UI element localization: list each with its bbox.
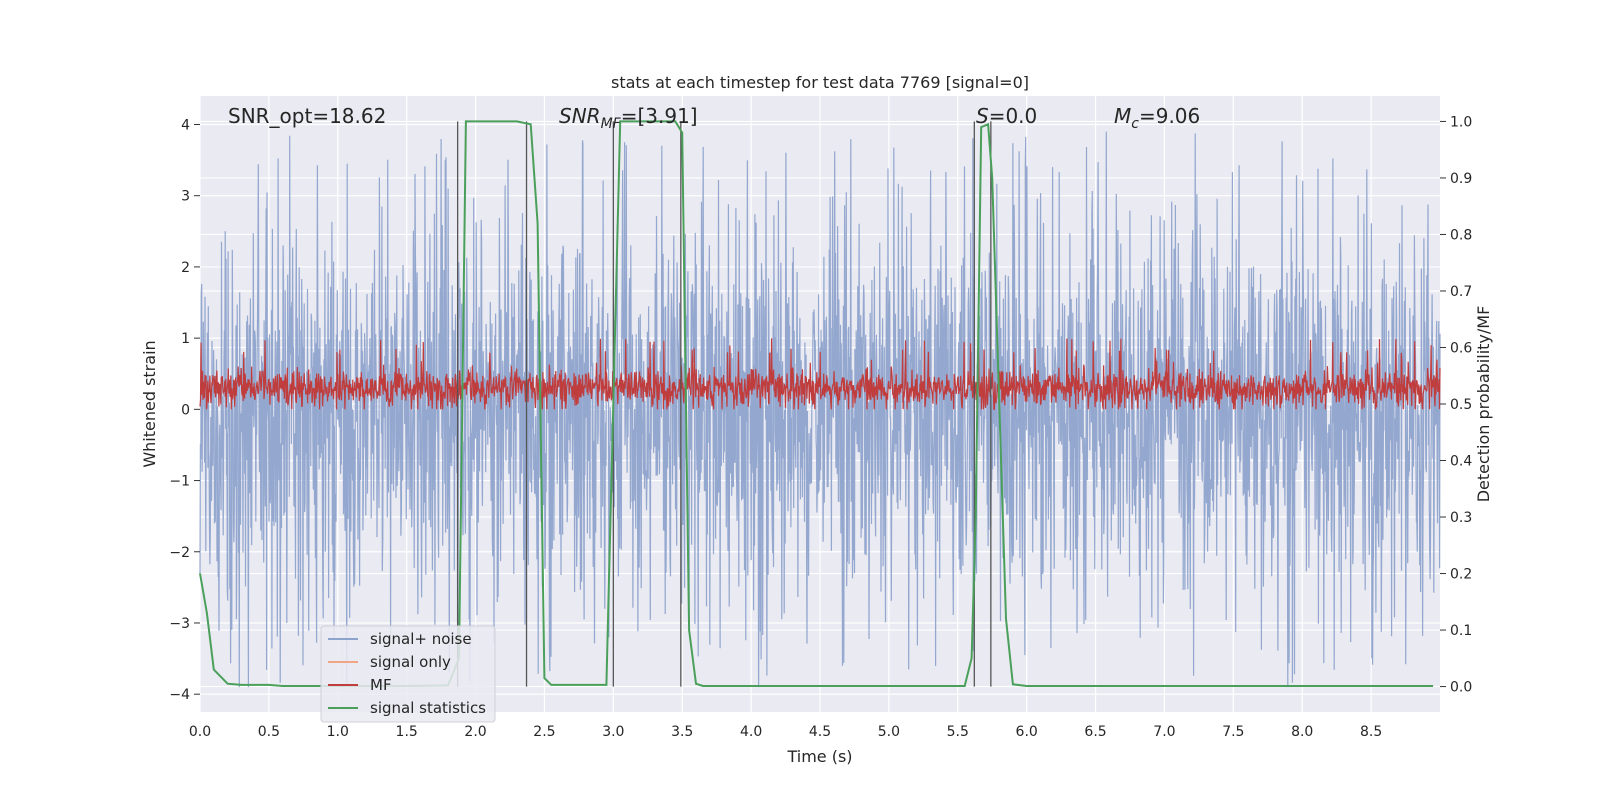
y2-tick-label: 0.8 — [1450, 227, 1472, 243]
y2-tick-label: 0.9 — [1450, 171, 1472, 187]
y-tick-label: 1 — [181, 331, 190, 347]
x-tick-label: 8.5 — [1360, 724, 1382, 740]
y-tick-label: −3 — [169, 616, 190, 632]
legend-label-mf: MF — [370, 676, 392, 694]
y-tick-label: −4 — [169, 687, 190, 703]
y2-tick-label: 0.5 — [1450, 397, 1472, 413]
annotation-s: S=0.0 — [976, 104, 1037, 128]
x-tick-label: 0.5 — [258, 724, 280, 740]
x-tick-label: 0.0 — [189, 724, 211, 740]
y2-tick-label: 0.0 — [1450, 680, 1472, 696]
signal-statistics-series — [199, 120, 1434, 687]
y-tick-label: 4 — [181, 117, 190, 133]
chart-title: stats at each timestep for test data 776… — [611, 73, 1029, 92]
y-tick-label: 2 — [181, 260, 190, 276]
x-tick-label: 6.0 — [1016, 724, 1038, 740]
legend-label-signal-only: signal only — [370, 653, 451, 671]
y-tick-label: 3 — [181, 189, 190, 205]
y-tick-label: −1 — [169, 474, 190, 490]
y2-tick-label: 0.4 — [1450, 454, 1472, 470]
snr-mf-symbol: SNR — [559, 104, 601, 128]
y2-tick-label: 0.3 — [1450, 510, 1472, 526]
signal-noise-series — [199, 131, 1441, 688]
s-value: =0.0 — [989, 104, 1038, 128]
y-ticks: 4 3 2 1 0 −1 −2 −3 −4 — [169, 117, 200, 703]
x-tick-label: 4.5 — [809, 724, 831, 740]
x-tick-label: 1.5 — [396, 724, 418, 740]
x-tick-label: 2.5 — [533, 724, 555, 740]
x-ticks: 0.0 0.5 1.0 1.5 2.0 2.5 3.0 3.5 4.0 4.5 5.0 5.5 6.0 6… — [189, 724, 1382, 740]
mc-symbol: M — [1114, 104, 1131, 128]
mc-subscript: c — [1131, 116, 1139, 132]
y-axis-label: Whitened strain — [140, 340, 159, 467]
y-tick-label: −2 — [169, 545, 190, 561]
x-tick-label: 8.0 — [1291, 724, 1313, 740]
mc-value: =9.06 — [1139, 104, 1200, 128]
x-tick-label: 7.0 — [1153, 724, 1175, 740]
x-tick-label: 2.0 — [464, 724, 486, 740]
y2-tick-label: 0.6 — [1450, 340, 1472, 356]
series-line — [199, 338, 1441, 410]
snr-mf-subscript: MF — [601, 116, 622, 132]
x-tick-label: 7.5 — [1222, 724, 1244, 740]
x-axis-label: Time (s) — [786, 747, 852, 766]
x-tick-label: 1.0 — [327, 724, 349, 740]
series-line — [199, 131, 1441, 688]
x-tick-label: 3.0 — [602, 724, 624, 740]
y2-tick-label: 0.2 — [1450, 567, 1472, 583]
legend-label-signal-statistics: signal statistics — [370, 699, 486, 717]
x-tick-label: 3.5 — [671, 724, 693, 740]
series-line — [199, 120, 1434, 687]
legend: signal+ noise signal only MF signal stat… — [320, 625, 496, 723]
y-tick-label: 0 — [181, 402, 190, 418]
y2-ticks: 1.0 0.9 0.8 0.7 0.6 0.5 0.4 0.3 0.2 0.1 0.0 — [1440, 114, 1472, 696]
y2-tick-label: 1.0 — [1450, 114, 1472, 130]
mf-series — [199, 338, 1441, 410]
x-tick-label: 5.0 — [878, 724, 900, 740]
y2-axis-label: Detection probability/MF — [1474, 306, 1493, 503]
y2-tick-label: 0.1 — [1450, 623, 1472, 639]
annotation-mc: Mc=9.06 — [1114, 104, 1200, 132]
legend-label-signal-noise: signal+ noise — [370, 630, 472, 648]
x-tick-label: 5.5 — [947, 724, 969, 740]
legend-box — [320, 625, 496, 723]
s-symbol: S — [976, 104, 989, 128]
snr-mf-value: =[3.91] — [621, 104, 698, 128]
annotation-snr-opt: SNR_opt=18.62 — [228, 104, 386, 128]
y2-tick-label: 0.7 — [1450, 284, 1472, 300]
annotation-snr-mf: SNRMF=[3.91] — [559, 104, 698, 132]
x-tick-label: 6.5 — [1084, 724, 1106, 740]
x-tick-label: 4.0 — [740, 724, 762, 740]
